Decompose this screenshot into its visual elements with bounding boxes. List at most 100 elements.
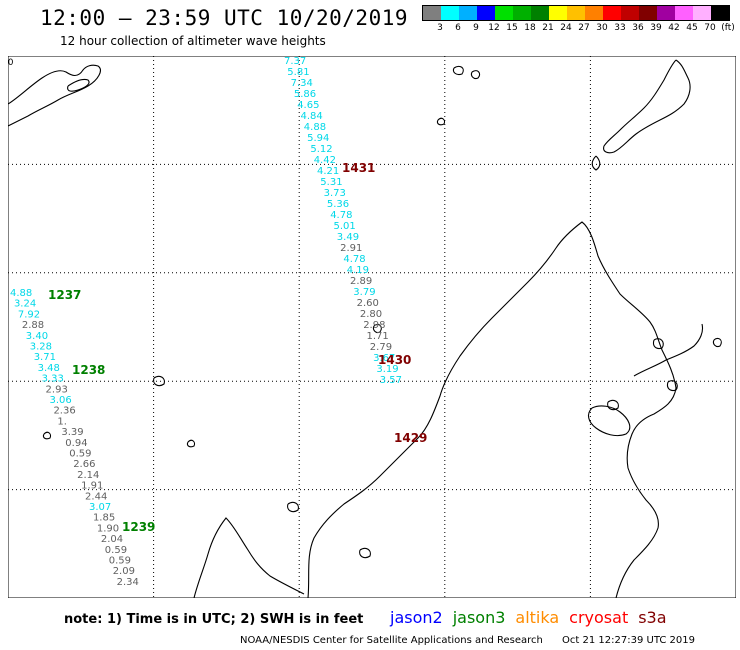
satellite-legend: jason2 jason3 altika cryosat s3a	[390, 608, 677, 627]
swh-reading: 2.98	[363, 320, 385, 331]
swh-reading: 4.78	[343, 254, 365, 265]
coastline-luzon	[603, 59, 691, 154]
swh-reading: 2.66	[73, 459, 95, 470]
legend-swatch	[567, 6, 585, 20]
swh-reading: 1.91	[81, 481, 103, 492]
satellite-legend-item: jason2	[390, 608, 443, 627]
legend-swatch	[675, 6, 693, 20]
swh-reading: 5.12	[310, 144, 332, 155]
island-cluster-12	[436, 117, 446, 126]
coastline-borneo	[307, 221, 677, 598]
generated-timestamp: Oct 21 12:27:39 UTC 2019	[562, 635, 695, 646]
swh-reading: 3.73	[324, 188, 346, 199]
swh-reading: 2.04	[101, 534, 123, 545]
axis-labels: 1051081111141171200246810	[8, 58, 14, 68]
swh-reading: 3.39	[61, 427, 83, 438]
pass-time-label: 1431	[342, 161, 375, 175]
swh-reading: 5.36	[327, 199, 349, 210]
map-canvas[interactable]: 1051081111141171200246810 7.375.817.345.…	[8, 56, 736, 598]
satellite-legend-item: altika	[515, 608, 560, 627]
map-subtitle: 12 hour collection of altimeter wave hei…	[60, 34, 326, 48]
swh-reading: 2.79	[370, 342, 392, 353]
legend-swatch	[513, 6, 531, 20]
legend-tick-label: 39	[650, 23, 662, 33]
legend-swatch	[621, 6, 639, 20]
legend-swatch	[657, 6, 675, 20]
swh-reading: 0.59	[105, 545, 127, 556]
island-cluster-6	[372, 323, 382, 334]
swh-reading: 7.92	[18, 309, 40, 320]
satellite-legend-item: cryosat	[569, 608, 629, 627]
map-frame	[8, 56, 736, 598]
color-scale-legend: 3 6 9 12 15 18 21 24 27 30 33 36 39 42 45 70 (ft)	[422, 5, 735, 35]
legend-tick-label: 24	[560, 23, 572, 33]
swh-reading: 4.78	[330, 210, 352, 221]
swh-reading: 5.01	[334, 221, 356, 232]
legend-swatch	[585, 6, 603, 20]
swh-reading: 3.40	[26, 331, 48, 342]
swh-reading: 3.79	[353, 287, 375, 298]
legend-swatch	[639, 6, 657, 20]
swh-reading: 3.07	[89, 502, 111, 513]
swh-reading: 4.88	[10, 288, 32, 299]
coastline-borneo-bay	[633, 323, 704, 377]
legend-tick-label: 42	[668, 23, 680, 33]
legend-tick-label: 12	[488, 23, 500, 33]
swh-reading: 3.71	[34, 352, 56, 363]
island-cluster-10	[587, 405, 631, 437]
swh-reading: 1.	[57, 416, 67, 427]
footer-note: note: 1) Time is in UTC; 2) SWH is in fe…	[64, 612, 364, 627]
legend-tick-label: 9	[473, 23, 479, 33]
legend-swatch	[711, 6, 729, 20]
swh-reading: 3.49	[337, 232, 359, 243]
swh-reading: 2.80	[360, 309, 382, 320]
island-cluster-3	[359, 547, 371, 559]
legend-swatch	[495, 6, 513, 20]
legend-tick-label: 3	[437, 23, 443, 33]
coastline-hainan-inner	[67, 78, 90, 92]
swh-reading: 2.44	[85, 491, 107, 502]
swh-reading: 3.48	[38, 363, 60, 374]
swh-reading: 1.85	[93, 513, 115, 524]
pass-time-label: 1239	[122, 520, 155, 534]
swh-reading: 7.34	[291, 78, 313, 89]
grid-layer	[8, 56, 736, 598]
map-panel[interactable]: 1051081111141171200246810 7.375.817.345.…	[8, 56, 736, 598]
swh-reading: 1.90	[97, 523, 119, 534]
swh-reading: 0.59	[69, 449, 91, 460]
swh-reading: 2.14	[77, 470, 99, 481]
swh-reading: 5.81	[287, 67, 309, 78]
island-natuna	[153, 375, 165, 387]
legend-tick-label: 27	[578, 23, 590, 33]
swh-reading: 2.89	[350, 276, 372, 287]
swh-reading: 4.42	[314, 155, 336, 166]
island-cluster-1	[42, 431, 52, 440]
legend-swatch	[477, 6, 495, 20]
swh-reading: 1.71	[367, 331, 389, 342]
legend-tick-label: 30	[596, 23, 608, 33]
swh-reading: 3.19	[376, 364, 398, 375]
legend-tick-label: 6	[455, 23, 461, 33]
island-cluster-5	[470, 70, 481, 80]
swh-reading: 4.88	[304, 122, 326, 133]
legend-swatch	[531, 6, 549, 20]
legend-tick-label: 33	[614, 23, 626, 33]
island-cluster-4	[452, 65, 464, 76]
legend-tick-label: 21	[542, 23, 554, 33]
swh-reading: 5.86	[294, 89, 316, 100]
swh-reading: 2.88	[22, 320, 44, 331]
swh-reading: 3.24	[14, 299, 36, 310]
coastline-luzon-south	[591, 155, 601, 171]
pass-time-label: 1430	[378, 353, 411, 367]
legend-tick-label: 45	[686, 23, 698, 33]
satellite-legend-item: s3a	[638, 608, 667, 627]
color-scale-bar	[422, 5, 730, 21]
island-cluster-7	[652, 338, 664, 350]
track-layer: 7.375.817.345.864.654.844.885.945.124.42…	[10, 56, 402, 588]
swh-reading: 2.36	[53, 406, 75, 417]
legend-swatch	[441, 6, 459, 20]
swh-reading: 3.06	[50, 395, 72, 406]
legend-tick-label: 36	[632, 23, 644, 33]
legend-tick-label: (ft)	[721, 23, 735, 33]
swh-reading: 4.65	[297, 100, 319, 111]
